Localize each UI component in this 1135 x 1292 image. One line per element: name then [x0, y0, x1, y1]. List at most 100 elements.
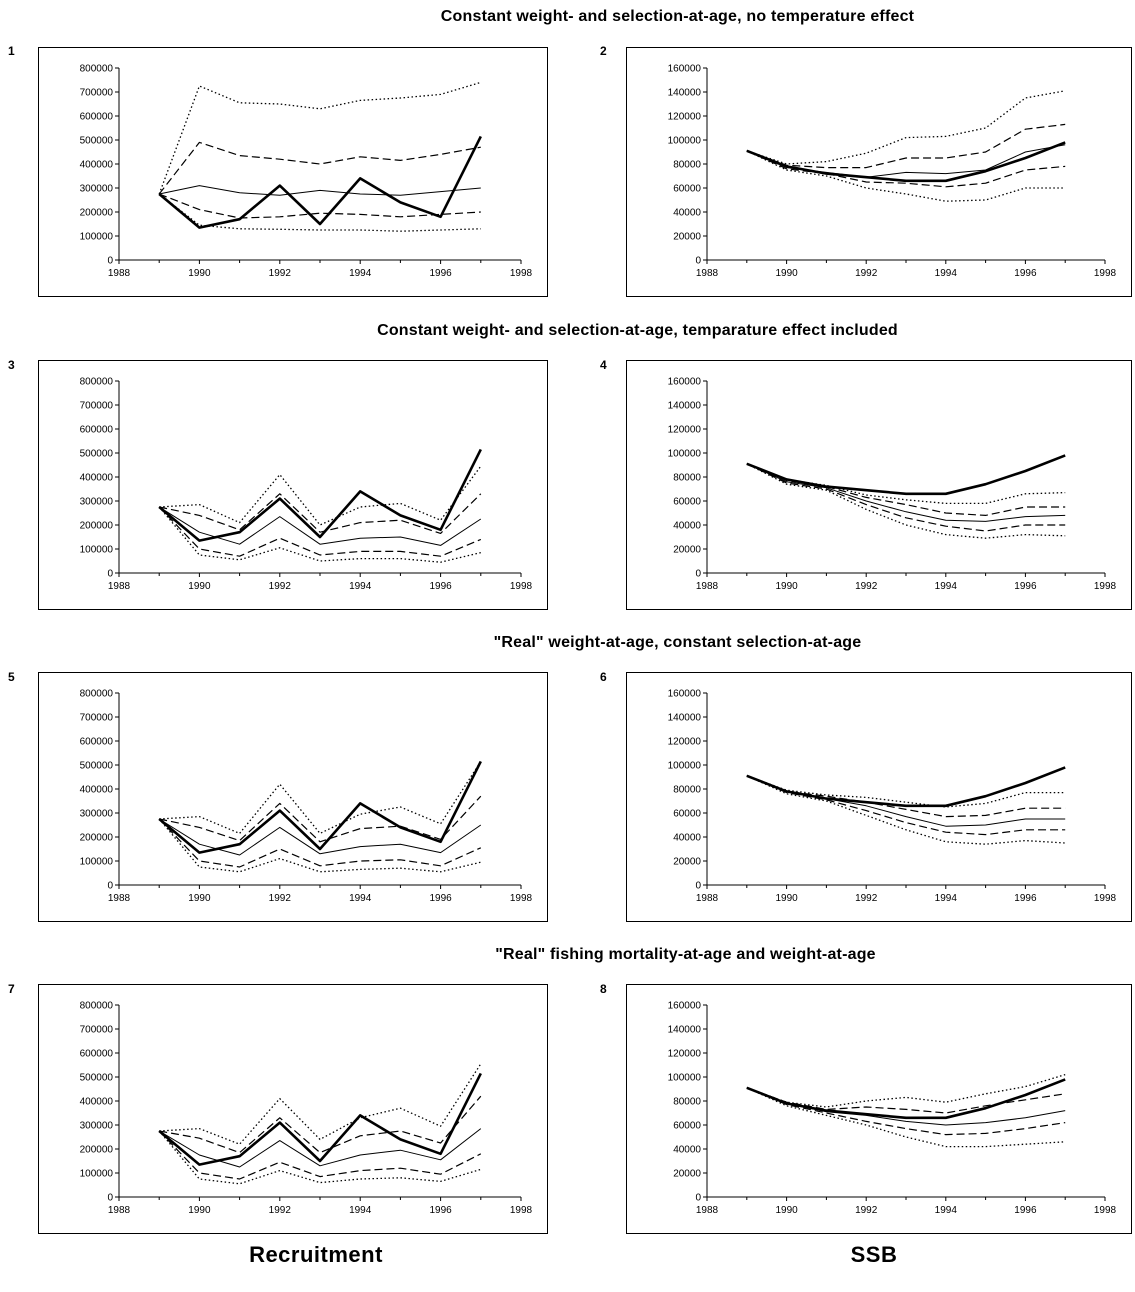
x-tick-label: 1998 — [1094, 1205, 1117, 1216]
y-tick-label: 140000 — [668, 401, 702, 412]
series-line-4 — [158, 1130, 482, 1180]
y-tick-label: 80000 — [673, 473, 701, 484]
y-tick-label: 40000 — [673, 1145, 701, 1156]
chart-svg-3: 0 100000 200000 300000 400000 500000 600000 700… — [80, 377, 533, 593]
recruitment-label: Recruitment — [249, 1242, 383, 1267]
y-tick-label: 200000 — [80, 521, 114, 532]
x-tick-label: 1996 — [429, 268, 452, 279]
y-tick-label: 500000 — [80, 136, 114, 147]
x-tick-label: 1988 — [108, 893, 131, 904]
y-tick-label: 600000 — [80, 425, 114, 436]
y-tick-label: 100000 — [80, 1169, 114, 1180]
y-tick-label: 100000 — [668, 761, 702, 772]
series-line-3 — [159, 795, 482, 843]
y-tick-label: 80000 — [673, 160, 701, 171]
y-tick-label: 160000 — [668, 64, 702, 75]
row-title-1: Constant weight- and selection-at-age, n… — [440, 8, 915, 25]
y-tick-label: 60000 — [673, 497, 701, 508]
y-tick-label: 800000 — [80, 1001, 114, 1012]
y-tick-label: 20000 — [673, 1169, 701, 1180]
x-tick-label: 1994 — [349, 893, 372, 904]
x-tick-label: 1996 — [1014, 893, 1037, 904]
y-tick-label: 80000 — [673, 785, 701, 796]
chart-panel-6: 0 20000 40000 60000 80000 100000 120000 140000 1… — [626, 672, 1132, 922]
x-tick-label: 1994 — [935, 581, 958, 592]
y-tick-label: 800000 — [80, 64, 114, 75]
x-tick-label: 1990 — [188, 1205, 211, 1216]
series-line-5 — [746, 775, 1066, 808]
y-tick-label: 700000 — [80, 1025, 114, 1036]
x-tick-label: 1992 — [269, 893, 292, 904]
x-tick-label: 1996 — [1014, 268, 1037, 279]
chart-svg-2: 0 20000 40000 60000 80000 100000 120000 140000 1… — [668, 64, 1117, 280]
y-tick-label: 200000 — [80, 208, 114, 219]
y-tick-label: 40000 — [673, 833, 701, 844]
chart-panel-7: 0 100000 200000 300000 400000 500000 600000 700… — [38, 984, 548, 1234]
series-line-5 — [746, 90, 1066, 165]
y-tick-label: 0 — [695, 881, 701, 892]
series-line-1 — [746, 1078, 1066, 1120]
series-line-2 — [158, 506, 482, 546]
x-tick-label: 1988 — [696, 1205, 719, 1216]
x-tick-label: 1994 — [349, 268, 372, 279]
y-tick-label: 20000 — [673, 232, 701, 243]
y-tick-label: 0 — [695, 256, 701, 267]
x-tick-label: 1988 — [108, 1205, 131, 1216]
series-line-5 — [159, 1063, 482, 1145]
x-tick-label: 1998 — [510, 268, 533, 279]
y-tick-label: 600000 — [80, 112, 114, 123]
x-tick-label: 1990 — [775, 268, 798, 279]
x-tick-label: 1992 — [269, 1205, 292, 1216]
y-tick-label: 700000 — [80, 88, 114, 99]
x-tick-label: 1990 — [188, 268, 211, 279]
y-tick-label: 600000 — [80, 1049, 114, 1060]
series-line-5 — [159, 761, 482, 835]
y-tick-label: 800000 — [80, 689, 114, 700]
x-tick-label: 1992 — [855, 1205, 878, 1216]
series-line-1 — [746, 454, 1066, 496]
x-tick-label: 1996 — [1014, 1205, 1037, 1216]
panel-number-6: 6 — [600, 670, 607, 684]
y-tick-label: 20000 — [673, 857, 701, 868]
panel-number-8: 8 — [600, 982, 607, 996]
series-line-6 — [746, 775, 1066, 845]
chart-svg-4: 0 20000 40000 60000 80000 100000 120000 140000 1… — [668, 377, 1117, 593]
x-tick-label: 1996 — [1014, 581, 1037, 592]
y-tick-label: 60000 — [673, 1121, 701, 1132]
y-tick-label: 140000 — [668, 88, 702, 99]
x-tick-label: 1998 — [510, 581, 533, 592]
y-tick-label: 140000 — [668, 1025, 702, 1036]
panel-number-4: 4 — [600, 358, 607, 372]
chart-svg-6: 0 20000 40000 60000 80000 100000 120000 140000 1… — [668, 689, 1117, 905]
panel-number-1: 1 — [8, 44, 15, 58]
y-tick-label: 100000 — [668, 449, 702, 460]
series-line-3 — [746, 123, 1066, 169]
y-tick-label: 400000 — [80, 473, 114, 484]
series-line-2 — [158, 1128, 482, 1168]
panel-number-2: 2 — [600, 44, 607, 58]
y-tick-label: 120000 — [668, 737, 702, 748]
y-tick-label: 800000 — [80, 377, 114, 388]
chart-svg-5: 0 100000 200000 300000 400000 500000 600000 700… — [80, 689, 533, 905]
y-tick-label: 120000 — [668, 425, 702, 436]
x-tick-label: 1998 — [1094, 581, 1117, 592]
x-tick-label: 1994 — [349, 1205, 372, 1216]
series-line-6 — [158, 1130, 481, 1185]
y-tick-label: 100000 — [668, 1073, 702, 1084]
chart-panel-1: 0 100000 200000 300000 400000 500000 600000 700… — [38, 47, 548, 297]
series-line-4 — [158, 506, 482, 557]
x-tick-label: 1988 — [696, 268, 719, 279]
y-tick-label: 500000 — [80, 449, 114, 460]
y-tick-label: 0 — [107, 569, 113, 580]
series-line-1 — [158, 1072, 482, 1166]
y-tick-label: 100000 — [80, 857, 114, 868]
chart-panel-4: 0 20000 40000 60000 80000 100000 120000 140000 1… — [626, 360, 1132, 610]
y-tick-label: 300000 — [80, 1121, 114, 1132]
series-line-3 — [158, 141, 481, 195]
x-tick-label: 1992 — [269, 581, 292, 592]
chart-svg-8: 0 20000 40000 60000 80000 100000 120000 140000 1… — [668, 1001, 1117, 1217]
chart-svg-7: 0 100000 200000 300000 400000 500000 600000 700… — [80, 1001, 533, 1217]
y-tick-label: 0 — [107, 256, 113, 267]
chart-svg-1: 0 100000 200000 300000 400000 500000 600000 700… — [80, 64, 533, 280]
x-tick-label: 1998 — [1094, 268, 1117, 279]
